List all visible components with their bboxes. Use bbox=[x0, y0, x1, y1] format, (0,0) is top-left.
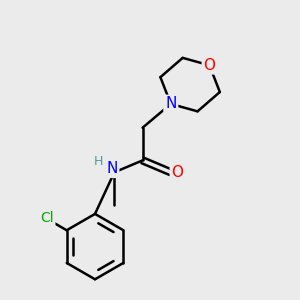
Text: N: N bbox=[165, 96, 176, 111]
Text: N: N bbox=[106, 161, 118, 176]
Text: O: O bbox=[171, 165, 183, 180]
Text: Cl: Cl bbox=[40, 211, 54, 225]
Text: H: H bbox=[93, 155, 103, 168]
Text: O: O bbox=[203, 58, 215, 73]
